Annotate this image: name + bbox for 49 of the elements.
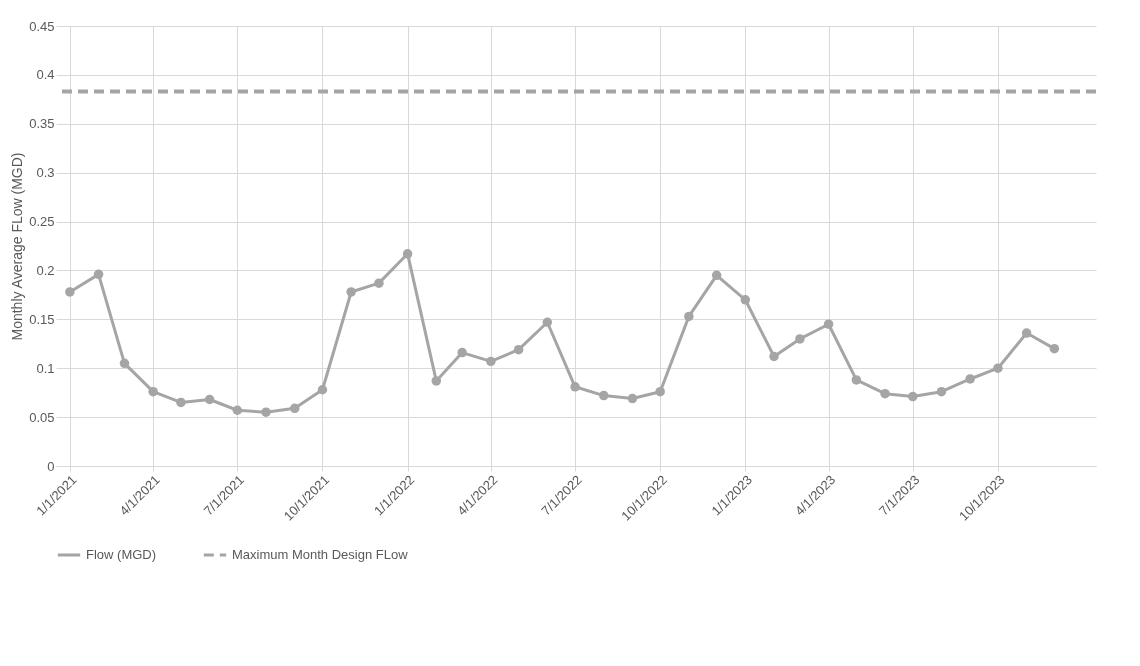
point (65, 287, 75, 297)
y-tick-label: 0.45 (29, 18, 55, 34)
point (486, 356, 496, 367)
point (993, 363, 1003, 373)
point (261, 407, 271, 417)
point (823, 319, 834, 329)
legend-label: Flow (MGD) (86, 547, 157, 562)
point (627, 393, 638, 404)
point (148, 386, 158, 397)
y-tick-label: 0.3 (36, 165, 55, 181)
point (1021, 328, 1032, 338)
y-tick-label: 0.4 (36, 67, 55, 83)
y-tick-label: 0.2 (36, 262, 55, 278)
point (402, 249, 413, 259)
point (176, 397, 186, 408)
point (936, 386, 947, 397)
point (740, 295, 751, 305)
point (880, 388, 890, 399)
y-tick-label: 0 (47, 458, 55, 474)
point (908, 391, 918, 402)
point (346, 287, 356, 297)
point (1049, 343, 1060, 354)
point (457, 347, 467, 358)
y-axis-title: Monthly Average FLow (MGD) (9, 152, 26, 341)
y-tick-label: 0.15 (29, 311, 55, 327)
y-tick-label: 0.05 (29, 409, 55, 425)
point (684, 311, 694, 322)
point (317, 385, 328, 395)
point (851, 375, 862, 385)
point (570, 382, 580, 392)
point (795, 334, 805, 344)
point (599, 390, 609, 401)
point (93, 269, 104, 280)
point (965, 374, 975, 384)
y-tick-label: 0.35 (29, 116, 55, 132)
point (655, 386, 665, 397)
point (119, 358, 130, 369)
y-tick-label: 0.25 (29, 214, 55, 230)
point (431, 376, 442, 386)
point (769, 351, 779, 362)
point (513, 344, 524, 355)
point (204, 394, 215, 405)
point (711, 270, 722, 281)
legend-label: Maximum Month Design FLow (232, 547, 409, 562)
point (542, 317, 553, 327)
point (374, 278, 384, 288)
point (289, 403, 300, 414)
y-tick-label: 0.1 (36, 360, 55, 376)
point (232, 405, 243, 415)
